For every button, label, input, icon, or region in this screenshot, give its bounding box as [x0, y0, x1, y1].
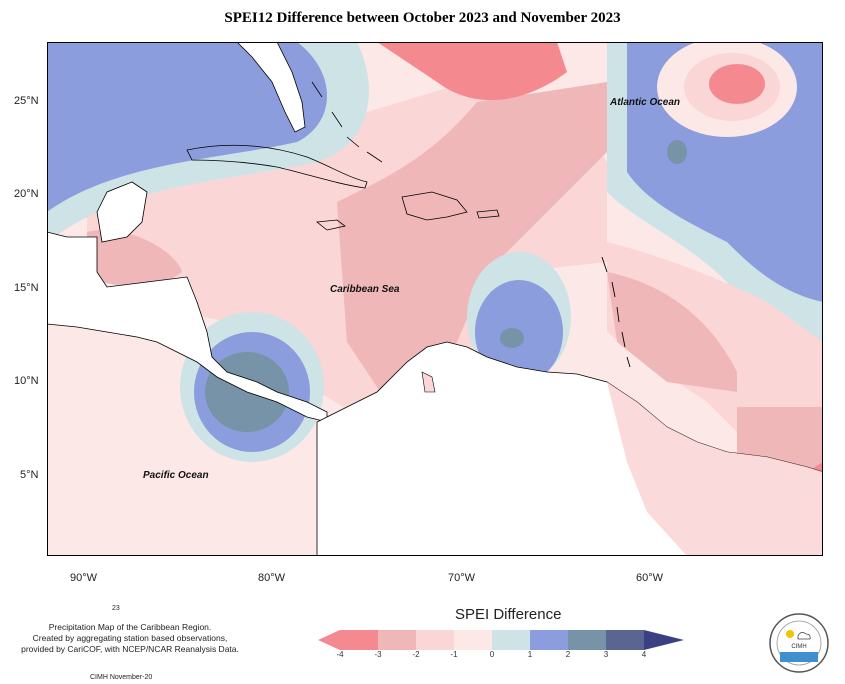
legend-tick-0: 0 [489, 650, 495, 659]
neg-cell-honduras [87, 230, 182, 286]
legend-tick-neg2: -2 [412, 650, 420, 659]
footer-small-number: 23 [112, 605, 120, 612]
legend-swatch-4 [416, 630, 454, 650]
wave-icon [780, 652, 818, 662]
land-cuba [186, 144, 368, 189]
legend-tick-2: 2 [565, 650, 571, 659]
land-jamaica [315, 219, 346, 231]
legend-swatch-5 [454, 630, 492, 650]
label-pacific-ocean: Pacific Ocean [143, 470, 209, 481]
land-florida [236, 42, 306, 133]
legend-title: SPEI Difference [455, 606, 562, 623]
land-lake-maracaibo [421, 371, 436, 393]
legend-swatch-1 [318, 630, 340, 650]
legend-tick-1: 1 [527, 650, 533, 659]
cimh-logo: CIMH [769, 613, 829, 673]
spei-map [47, 42, 823, 556]
land-hispaniola [401, 191, 468, 221]
label-atlantic-ocean: Atlantic Ocean [610, 97, 681, 108]
legend-tick-4: 4 [641, 650, 647, 659]
neg-cell-atlantic-core [709, 64, 765, 104]
map-border [47, 42, 823, 556]
legend-swatch-10 [644, 630, 684, 650]
lon-tick-90w: 90°W [70, 572, 98, 584]
legend-swatch-6 [492, 630, 530, 650]
legend-swatch-9 [606, 630, 644, 650]
legend-colorbar [318, 630, 684, 650]
legend-tick-neg3: -3 [374, 650, 382, 659]
legend-swatch-8 [568, 630, 606, 650]
map-title: SPEI12 Difference between October 2023 a… [224, 10, 621, 26]
land-central-america [47, 231, 328, 423]
land-yucatan [96, 181, 148, 243]
legend-tick-3: 3 [603, 650, 609, 659]
lat-tick-20n: 20°N [14, 188, 39, 200]
svg-text:CIMH: CIMH [791, 644, 806, 650]
legend-tick-neg4: -4 [336, 650, 344, 659]
pos-speck-atlantic [667, 140, 687, 164]
cloud-icon [797, 632, 811, 640]
land-lesser-antilles [601, 256, 631, 368]
lon-tick-70w: 70°W [448, 572, 476, 584]
land-puerto-rico [476, 209, 500, 219]
footer-credit-1: Precipitation Map of the Caribbean Regio… [48, 622, 212, 632]
neg-lobe-east-core [607, 272, 737, 392]
lat-tick-25n: 25°N [14, 95, 39, 107]
lat-tick-15n: 15°N [14, 282, 39, 294]
pos-gulf-inner [47, 42, 327, 212]
pos-core-venezuela [500, 328, 524, 348]
footer-credit-2: Created by aggregating station based obs… [32, 633, 228, 643]
lon-tick-60w: 60°W [636, 572, 664, 584]
land-south-america-tint [607, 382, 823, 556]
land-bahamas [311, 81, 383, 163]
neg-band-2 [337, 82, 607, 402]
lat-tick-10n: 10°N [14, 375, 39, 387]
label-caribbean-sea: Caribbean Sea [330, 284, 400, 295]
lat-tick-5n: 5°N [20, 469, 39, 481]
legend-tick-neg1: -1 [450, 650, 458, 659]
legend-swatch-3 [378, 630, 416, 650]
sun-icon [786, 630, 794, 638]
legend-swatch-7 [530, 630, 568, 650]
lon-tick-80w: 80°W [258, 572, 286, 584]
footer-signature: CIMH November-20 [90, 674, 153, 681]
legend-swatch-2 [340, 630, 378, 650]
neg-core-north [377, 42, 567, 101]
footer-credit-3: provided by CariCOF, with NCEP/NCAR Rean… [21, 644, 239, 654]
